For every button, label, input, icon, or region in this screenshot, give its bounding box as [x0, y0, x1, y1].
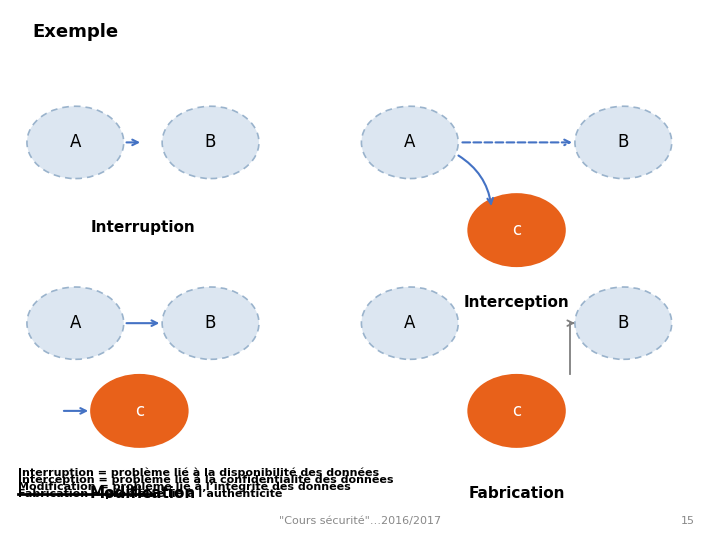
- Text: c: c: [135, 402, 144, 420]
- Text: A: A: [70, 314, 81, 332]
- Circle shape: [27, 287, 124, 359]
- Circle shape: [361, 287, 458, 359]
- Text: Fabrication = problème lié à l’authenticité: Fabrication = problème lié à l’authentic…: [19, 489, 283, 499]
- Circle shape: [575, 106, 672, 179]
- Text: B: B: [205, 314, 216, 332]
- Circle shape: [468, 375, 565, 447]
- Text: Interception = problème lié à la confidentialité des données: Interception = problème lié à la confide…: [19, 475, 394, 485]
- Text: A: A: [404, 133, 415, 151]
- Text: Interruption = problème lié à la disponibilité des données: Interruption = problème lié à la disponi…: [19, 468, 379, 478]
- Circle shape: [91, 375, 188, 447]
- Text: Exemple: Exemple: [32, 23, 119, 41]
- Text: c: c: [512, 402, 521, 420]
- Text: 15: 15: [680, 516, 695, 526]
- Text: A: A: [404, 314, 415, 332]
- Text: B: B: [618, 133, 629, 151]
- Text: Fabrication: Fabrication: [468, 487, 564, 501]
- Text: B: B: [618, 314, 629, 332]
- Text: Interception: Interception: [464, 295, 570, 310]
- Text: Modification: Modification: [90, 487, 196, 501]
- Circle shape: [575, 287, 672, 359]
- Circle shape: [162, 106, 259, 179]
- Circle shape: [27, 106, 124, 179]
- Text: B: B: [205, 133, 216, 151]
- Text: Modification = problème lié à l’intégrité des données: Modification = problème lié à l’intégrit…: [19, 482, 351, 492]
- Text: c: c: [512, 221, 521, 239]
- Circle shape: [361, 106, 458, 179]
- Text: A: A: [70, 133, 81, 151]
- Text: Interruption: Interruption: [91, 220, 195, 235]
- Text: "Cours sécurité"…2016/2017: "Cours sécurité"…2016/2017: [279, 516, 441, 526]
- Circle shape: [162, 287, 259, 359]
- Circle shape: [468, 194, 565, 266]
